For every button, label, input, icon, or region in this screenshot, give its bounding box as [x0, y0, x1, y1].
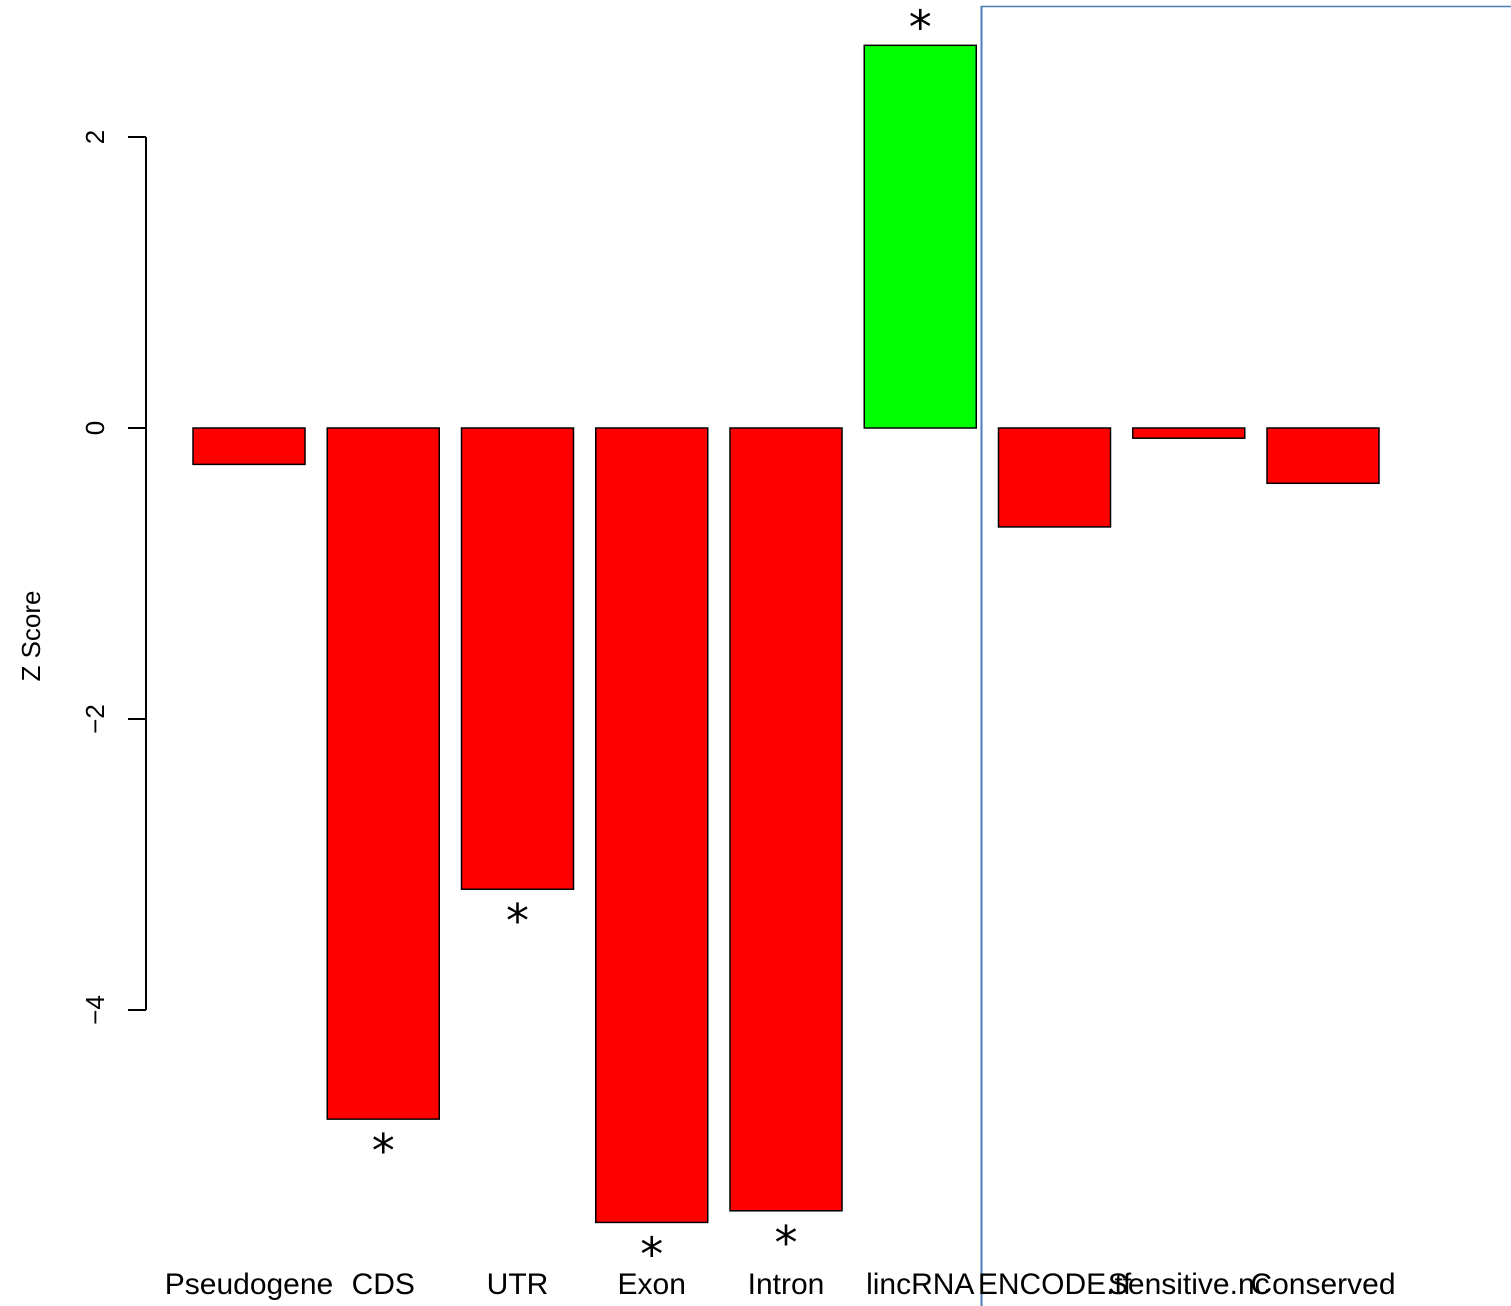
bar-exon [595, 427, 709, 1224]
bar-conserved [1266, 427, 1380, 485]
significance-star: * [506, 894, 529, 948]
y-tick-label: 2 [80, 130, 110, 144]
y-tick-label: −2 [80, 704, 110, 734]
category-label: UTR [487, 1268, 549, 1301]
bar-pseudogene [192, 427, 306, 466]
bars-group [192, 44, 1380, 1224]
significance-markers: * * * * * [372, 0, 932, 1281]
y-tick-label: 0 [80, 421, 110, 435]
bar-sensitive-nc [1132, 427, 1246, 439]
category-label: CDS [352, 1268, 415, 1301]
significance-star: * [640, 1227, 663, 1281]
bar-utr [460, 427, 575, 890]
category-label: Sensitive.nc [1108, 1268, 1270, 1301]
category-label: ENCODE.tf [978, 1268, 1132, 1301]
bar-cds [326, 427, 440, 1120]
y-tick-label: −4 [80, 995, 110, 1025]
significance-star: * [372, 1124, 395, 1178]
category-label: Exon [618, 1268, 686, 1301]
category-label: Pseudogene [165, 1268, 334, 1301]
significance-star: * [909, 0, 932, 54]
bar-encode-tf [997, 427, 1112, 528]
bar-intron [729, 427, 843, 1212]
category-label: lincRNA [866, 1268, 974, 1301]
significance-star: * [775, 1216, 798, 1270]
category-label: Intron [748, 1268, 825, 1301]
category-labels: Pseudogene CDS UTR Exon Intron lincRNA ENCODE.… [165, 1268, 1396, 1301]
y-axis-title: Z Score [16, 590, 46, 681]
y-axis: −4 −2 0 2 [80, 130, 147, 1025]
category-label: Conserved [1250, 1268, 1395, 1301]
bar-lincrna [863, 44, 977, 429]
